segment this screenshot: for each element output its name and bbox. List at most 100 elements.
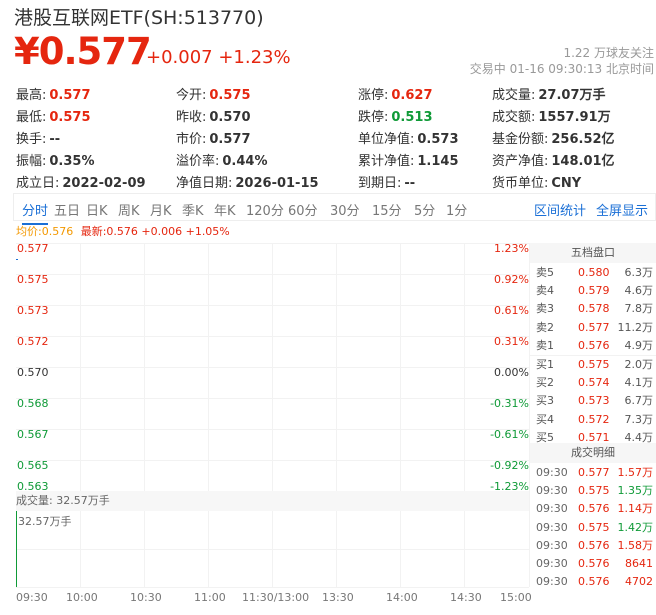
- volume-gridline: [16, 549, 529, 550]
- quote-value: 1557.91万: [538, 110, 611, 125]
- fullscreen-link[interactable]: 全屏显示: [596, 204, 649, 219]
- order-price: 0.576: [578, 338, 610, 352]
- order-book-row: 买4 0.572 7.3万: [530, 411, 656, 429]
- quote-label: 基金份额:: [492, 132, 549, 147]
- trade-row: 09:30 0.576 4702: [530, 573, 656, 591]
- quote-label: 最高:: [16, 88, 47, 103]
- order-volume: 7.8万: [624, 302, 654, 316]
- trade-time: 09:30: [536, 502, 568, 516]
- tab-1[interactable]: 五日: [54, 204, 81, 219]
- order-level: 卖2: [536, 320, 554, 334]
- order-volume: 4.4万: [624, 430, 654, 444]
- y-axis-label: 0.573: [17, 304, 49, 317]
- quote-value: 0.575: [49, 110, 91, 125]
- trade-volume: 8641: [625, 557, 653, 570]
- latest-price: 最新:0.576 +0.006 +1.05%: [80, 225, 230, 238]
- trade-row: 09:30 0.575 1.35万: [530, 482, 656, 500]
- order-book: 五档盘口 卖5 0.580 6.3万 卖4 0.579 4.6万 卖3 0.578 7.8万 卖2…: [530, 243, 656, 447]
- quote-value: 27.07万手: [538, 88, 606, 103]
- y-axis-pct-label: 0.31%: [494, 335, 529, 348]
- quote-item: 市价: 0.577: [176, 128, 251, 147]
- y-axis-label: 0.565: [17, 459, 49, 472]
- tab-3[interactable]: 周K: [118, 204, 140, 219]
- quote-item: 资产净值: 148.01亿: [492, 150, 615, 169]
- range-stats-link[interactable]: 区间统计: [534, 204, 587, 219]
- quote-label: 货币单位:: [492, 176, 549, 191]
- volume-header: 成交量: 32.57万手: [16, 491, 529, 511]
- quote-item: 货币单位: CNY: [492, 172, 581, 191]
- tab-6[interactable]: 年K: [214, 204, 236, 219]
- y-axis-pct-label: 1.23%: [494, 242, 529, 255]
- y-axis-label: 0.577: [17, 242, 49, 255]
- trade-price: 0.576: [578, 575, 610, 589]
- quote-item: 今开: 0.575: [176, 84, 251, 103]
- quote-item: 单位净值: 0.573: [358, 128, 459, 147]
- order-level: 卖5: [536, 266, 554, 279]
- quote-value: 0.573: [417, 132, 459, 147]
- trade-volume: 1.57万: [617, 466, 654, 479]
- order-volume: 4.9万: [624, 338, 654, 352]
- order-book-row: 买5 0.571 4.4万: [530, 429, 656, 447]
- quote-label: 成立日:: [16, 176, 60, 191]
- quote-value: 2026-01-15: [235, 176, 319, 191]
- quote-value: 1.145: [417, 154, 459, 169]
- v-gridline: [208, 243, 209, 491]
- fund-title: 港股互联网ETF(SH:513770): [14, 7, 264, 29]
- order-book-title: 五档盘口: [530, 243, 656, 263]
- quote-value: 0.577: [49, 88, 91, 103]
- order-book-row: 卖4 0.579 4.6万: [530, 282, 656, 300]
- order-level: 买5: [536, 430, 554, 444]
- y-axis-label: 0.570: [17, 366, 49, 379]
- tab-9[interactable]: 30分: [330, 204, 360, 219]
- y-axis-pct-label: 0.00%: [494, 366, 529, 379]
- quote-label: 溢价率:: [176, 154, 220, 169]
- v-gridline: [400, 243, 401, 491]
- v-gridline: [464, 243, 465, 491]
- quote-item: 累计净值: 1.145: [358, 150, 459, 169]
- tab-8[interactable]: 60分: [288, 204, 318, 219]
- tab-7[interactable]: 120分: [246, 204, 284, 219]
- order-book-divider: [530, 355, 656, 356]
- avg-line-start: [16, 259, 18, 260]
- tab-0[interactable]: 分时: [22, 200, 49, 225]
- quote-item: 成交量: 27.07万手: [492, 84, 606, 103]
- order-volume: 4.1万: [624, 376, 654, 390]
- tab-5[interactable]: 季K: [182, 204, 204, 219]
- tab-4[interactable]: 月K: [150, 204, 172, 219]
- trade-price: 0.576: [578, 557, 610, 570]
- y-axis-pct-label: -0.92%: [490, 459, 529, 472]
- quote-value: 0.44%: [222, 154, 268, 169]
- quote-label: 振幅:: [16, 154, 47, 169]
- followers-count[interactable]: 1.22 万球友关注: [563, 46, 654, 60]
- quote-item: 最高: 0.577: [16, 84, 91, 103]
- tab-12[interactable]: 1分: [446, 204, 468, 219]
- order-price: 0.571: [578, 430, 610, 444]
- order-price: 0.577: [578, 320, 610, 334]
- chart-right-border: [529, 243, 530, 587]
- quote-label: 今开:: [176, 88, 207, 103]
- trade-price: 0.577: [578, 466, 610, 479]
- tab-2[interactable]: 日K: [86, 204, 108, 219]
- x-axis-label: 11:00: [194, 591, 226, 604]
- order-price: 0.574: [578, 376, 610, 390]
- quote-value: 256.52亿: [551, 132, 615, 147]
- order-level: 卖1: [536, 338, 554, 352]
- quote-item: 成立日: 2022-02-09: [16, 172, 146, 191]
- x-axis-label: 09:30: [16, 591, 48, 604]
- trade-time: 09:30: [536, 538, 568, 552]
- tab-10[interactable]: 15分: [372, 204, 402, 219]
- order-book-row: 卖2 0.577 11.2万: [530, 319, 656, 337]
- order-level: 买3: [536, 394, 554, 408]
- order-volume: 7.3万: [624, 412, 654, 426]
- quote-value: 0.570: [209, 110, 251, 125]
- x-axis-label: 15:00: [500, 591, 532, 604]
- order-book-row: 卖5 0.580 6.3万: [530, 264, 656, 282]
- price-change: +0.007 +1.23%: [146, 47, 291, 68]
- trade-volume: 1.35万: [617, 484, 654, 498]
- order-book-row: 买1 0.575 2.0万: [530, 356, 656, 374]
- order-level: 买1: [536, 358, 554, 371]
- trade-row: 09:30 0.576 1.58万: [530, 537, 656, 555]
- quote-label: 成交额:: [492, 110, 536, 125]
- order-volume: 6.7万: [624, 394, 654, 408]
- tab-11[interactable]: 5分: [414, 204, 436, 219]
